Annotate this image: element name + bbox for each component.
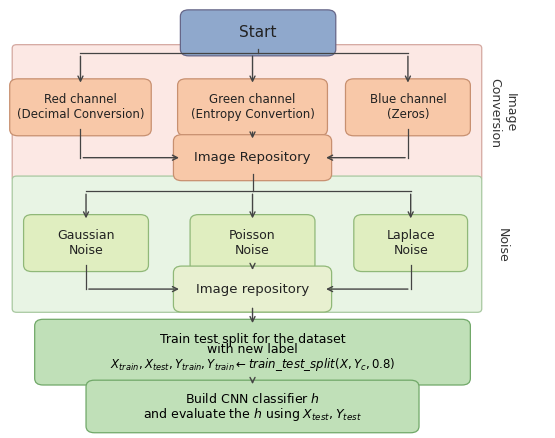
FancyBboxPatch shape xyxy=(190,215,315,272)
Text: $X_{train}, X_{test}, Y_{train}, Y_{train} \leftarrow train\_test\_split(X, Y_c,: $X_{train}, X_{test}, Y_{train}, Y_{trai… xyxy=(110,356,395,373)
FancyBboxPatch shape xyxy=(12,176,482,312)
FancyBboxPatch shape xyxy=(173,266,332,312)
FancyBboxPatch shape xyxy=(173,135,332,181)
Text: Image
Conversion: Image Conversion xyxy=(488,78,516,148)
FancyBboxPatch shape xyxy=(180,10,336,56)
Text: Start: Start xyxy=(239,25,277,40)
Text: Laplace
Noise: Laplace Noise xyxy=(386,229,435,257)
FancyBboxPatch shape xyxy=(354,215,467,272)
Text: Noise: Noise xyxy=(496,228,509,263)
Text: with new label: with new label xyxy=(207,343,298,357)
Text: Poisson
Noise: Poisson Noise xyxy=(229,229,276,257)
FancyBboxPatch shape xyxy=(345,79,470,136)
Text: Image repository: Image repository xyxy=(196,283,309,296)
FancyBboxPatch shape xyxy=(23,215,149,272)
FancyBboxPatch shape xyxy=(12,45,482,181)
FancyBboxPatch shape xyxy=(9,79,151,136)
Text: Red channel
(Decimal Conversion): Red channel (Decimal Conversion) xyxy=(17,93,144,121)
FancyBboxPatch shape xyxy=(86,380,419,433)
FancyBboxPatch shape xyxy=(35,319,471,385)
Text: Gaussian
Noise: Gaussian Noise xyxy=(57,229,115,257)
Text: Image Repository: Image Repository xyxy=(194,151,311,164)
FancyBboxPatch shape xyxy=(178,79,327,136)
Text: Green channel
(Entropy Convertion): Green channel (Entropy Convertion) xyxy=(190,93,315,121)
Text: Blue channel
(Zeros): Blue channel (Zeros) xyxy=(370,93,446,121)
Text: Build CNN classifier $h$: Build CNN classifier $h$ xyxy=(185,392,320,406)
Text: Train test split for the dataset: Train test split for the dataset xyxy=(160,332,345,346)
Text: and evaluate the $h$ using $X_{test}, Y_{test}$: and evaluate the $h$ using $X_{test}, Y_… xyxy=(143,406,362,423)
